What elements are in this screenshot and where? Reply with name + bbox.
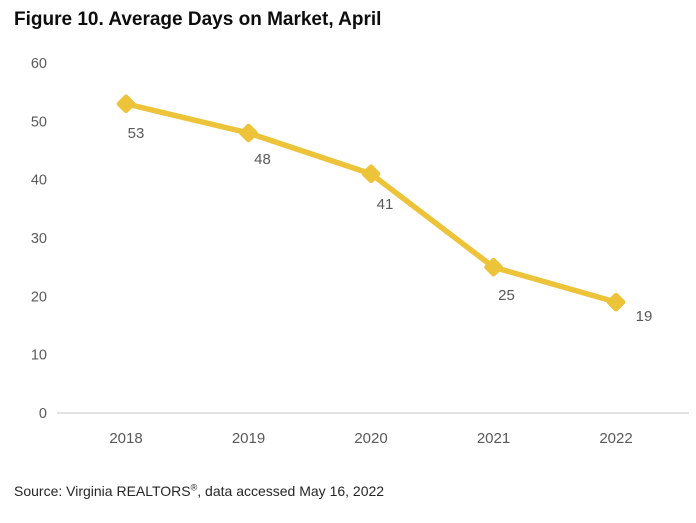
data-point-label: 41 (377, 196, 394, 213)
x-axis-tick-label: 2020 (354, 430, 387, 447)
data-point-marker (484, 257, 503, 277)
source-note: Source: Virginia REALTORS®, data accesse… (14, 483, 384, 499)
y-axis-tick-label: 30 (31, 231, 47, 247)
chart-title: Figure 10. Average Days on Market, April (14, 9, 382, 30)
data-point-label: 53 (128, 125, 145, 142)
x-axis-tick-label: 2018 (109, 430, 142, 447)
data-point-label: 25 (498, 287, 515, 304)
data-point-label: 48 (254, 151, 271, 168)
x-axis-tick-label: 2022 (599, 430, 632, 447)
x-axis-tick-label: 2019 (232, 430, 265, 447)
data-point-label: 19 (636, 308, 653, 325)
y-axis-tick-label: 60 (31, 56, 47, 72)
data-point-marker (606, 292, 626, 312)
data-point-marker (239, 123, 258, 143)
data-point-marker (116, 94, 136, 114)
source-text-prefix: Source: Virginia REALTORS (14, 483, 191, 499)
registered-trademark-symbol: ® (190, 482, 198, 493)
y-axis-tick-label: 50 (31, 114, 47, 130)
source-text-suffix: , data accessed May 16, 2022 (197, 483, 385, 499)
line-chart: 0 10 20 30 40 50 60 2018 2019 2020 2021 2022 53 48 41 2… (31, 56, 689, 447)
y-axis-tick-label: 40 (31, 173, 47, 189)
y-axis-tick-label: 20 (31, 289, 47, 305)
y-axis-tick-label: 0 (39, 406, 47, 422)
series-line (123, 101, 619, 305)
x-axis-tick-label: 2021 (477, 430, 510, 447)
data-point-marker (361, 164, 381, 184)
y-axis-tick-label: 10 (31, 348, 47, 364)
